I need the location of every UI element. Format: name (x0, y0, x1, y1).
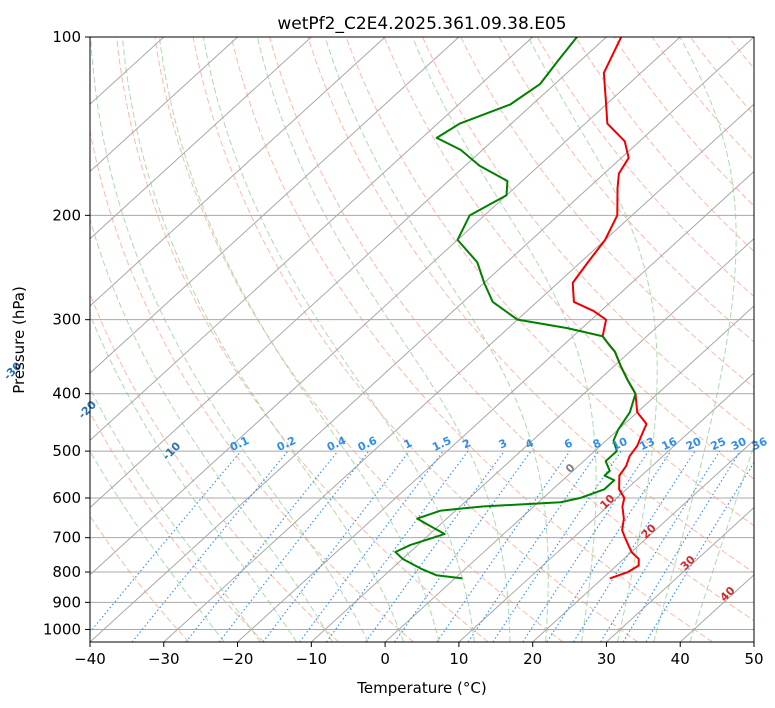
dewpoint-line (394, 37, 637, 580)
mixing-ratio-line (185, 450, 339, 642)
dry-adiabat-line (269, 37, 754, 622)
moist-adiabat-line (689, 443, 754, 642)
isotherm-line (90, 37, 607, 509)
moist-adiabat-line (158, 37, 440, 642)
moist-adiabat-line (412, 37, 597, 642)
y-tick-label: 200 (52, 206, 81, 224)
x-tick-label: 20 (523, 650, 542, 668)
isotherm-line (90, 37, 312, 240)
mixing-ratio-line (90, 450, 242, 633)
y-tick-label: 900 (52, 593, 81, 611)
moist-adiabat-line (121, 37, 405, 642)
x-tick-label: −40 (74, 650, 106, 668)
mixing-ratio-label: 25 (709, 435, 728, 453)
mixing-ratio-line (299, 450, 444, 642)
mixing-ratio-label: 36 (750, 435, 770, 453)
dry-adiabat-line (498, 37, 754, 343)
y-tick-label: 300 (52, 311, 81, 329)
plot-frame (89, 36, 755, 643)
moist-adiabat-line (90, 386, 261, 642)
mixing-ratio-line (622, 450, 741, 642)
y-tick-label: 700 (52, 529, 81, 547)
data-series (394, 37, 648, 580)
moist-adiabat-line (256, 37, 511, 642)
mixing-ratio-line (573, 450, 696, 642)
mixing-ratio-line (325, 450, 469, 642)
y-tick-label: 600 (52, 489, 81, 507)
x-tick-label: −10 (296, 650, 328, 668)
moist-adiabat-line (202, 37, 475, 642)
x-tick-label: 50 (744, 650, 763, 668)
isotherm-line (90, 37, 238, 173)
x-tick-label: 10 (449, 650, 468, 668)
chart-title: wetPf2_C2E4.2025.361.09.38.E05 (277, 14, 566, 34)
moist-adiabat-line (90, 217, 333, 642)
dry-adiabat-line (90, 411, 265, 642)
moist-adiabat-line (324, 37, 549, 642)
x-tick-label: 40 (671, 650, 690, 668)
isotherm-line (90, 37, 754, 642)
mixing-ratio-line (365, 450, 505, 642)
dry-adiabat-line (90, 292, 339, 642)
mixing-ratio-line (467, 450, 599, 642)
mixing-ratio-label: 30 (729, 435, 749, 453)
mixing-ratio-label: 10 (610, 435, 630, 453)
line-annotations: 0.10.20.40.611.52346810131620253036-100-… (1, 359, 770, 604)
y-axis-label: Pressure (hPa) (10, 286, 28, 394)
moist-adiabat-line (90, 37, 369, 642)
y-tick-label: 500 (52, 442, 81, 460)
isotherm-line (237, 170, 754, 642)
mixing-ratio-line (394, 450, 532, 642)
isotherm-line (90, 37, 681, 576)
dry-adiabat-line (116, 37, 489, 642)
isotherm-line (532, 439, 754, 642)
isotherm-line (606, 506, 754, 642)
x-axis-label: Temperature (°C) (356, 679, 486, 697)
moist-adiabat-line (90, 313, 297, 642)
mixing-ratio-line (131, 450, 289, 642)
mixing-ratio-label: 20 (684, 435, 704, 453)
mixing-ratio-line (546, 450, 672, 642)
isotherm-line (458, 372, 754, 642)
mixing-ratio-label: 16 (660, 435, 680, 453)
y-tick-label: 400 (52, 385, 81, 403)
x-tick-label: −30 (148, 650, 180, 668)
dry-adiabat-line (192, 37, 639, 642)
dry-adiabat-line (383, 37, 754, 480)
moist-adiabat-line (653, 37, 737, 642)
mixing-ratio-line (522, 450, 650, 642)
mixing-ratio-line (492, 450, 622, 642)
mixing-ratio-line (262, 450, 410, 642)
dry-adiabat-line (154, 37, 564, 642)
isotherm-line (90, 37, 386, 307)
x-tick-label: −20 (222, 650, 254, 668)
dry-adiabat-line (90, 515, 190, 642)
isotherm-line (163, 103, 754, 642)
isotherm-line (90, 37, 534, 442)
dry-adiabat-line (307, 37, 754, 574)
isotherm-line (384, 305, 754, 642)
x-tick-label: 0 (380, 650, 390, 668)
axis-ticks: −40 −30 −20 −10 0 10 20 30 40 50 100 200 300 400 500 60… (43, 28, 764, 668)
y-tick-label: 100 (52, 28, 81, 46)
isotherm-line (90, 37, 460, 374)
background-lines (90, 37, 754, 642)
dry-adiabat-line (460, 37, 754, 388)
moist-adiabat-line (90, 450, 225, 642)
y-tick-label: 1000 (43, 620, 81, 638)
x-tick-label: 30 (597, 650, 616, 668)
mixing-ratio-line (436, 450, 571, 642)
y-tick-label: 800 (52, 563, 81, 581)
dry-adiabat-line (536, 37, 754, 298)
mixing-ratio-label: 13 (637, 435, 656, 453)
